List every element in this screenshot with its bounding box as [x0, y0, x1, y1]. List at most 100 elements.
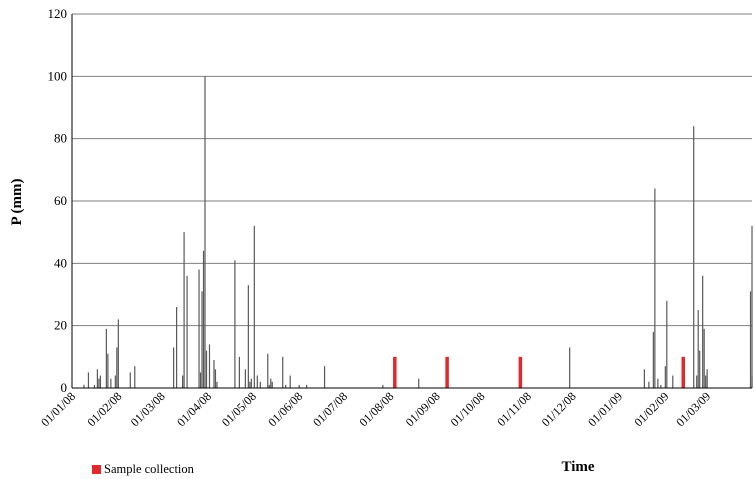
precip-bar — [99, 375, 101, 388]
precip-bar — [183, 232, 185, 388]
precip-bar — [706, 369, 708, 388]
x-tick-label: 01/09/08 — [403, 389, 443, 429]
precip-bar — [98, 378, 100, 388]
precip-bar — [697, 310, 699, 388]
precip-bar — [116, 347, 118, 388]
precip-bar — [657, 378, 659, 388]
precip-bar — [213, 359, 215, 388]
precip-bar — [198, 269, 200, 388]
y-tick-label: 60 — [54, 193, 67, 208]
y-tick-labels: 0 20 40 60 80 100 120 — [48, 6, 68, 395]
precip-bar — [648, 381, 650, 388]
precip-bar — [652, 331, 654, 388]
x-tick-label: 01/01/09 — [585, 389, 625, 429]
sample-collection-bar — [681, 356, 686, 388]
y-tick-label: 0 — [61, 380, 68, 395]
x-tick-label: 01/03/09 — [673, 389, 713, 429]
precipitation-bars — [83, 76, 753, 388]
precip-bar — [83, 384, 85, 388]
precip-bar — [107, 353, 109, 388]
y-tick-label: 100 — [48, 68, 68, 83]
precip-bar — [176, 306, 178, 388]
sample-collection-bar — [518, 356, 523, 388]
precip-bar — [202, 250, 205, 388]
precip-bar — [110, 378, 112, 388]
precip-bar — [234, 260, 236, 388]
x-tick-label: 01/02/08 — [84, 389, 124, 429]
precip-bar — [699, 350, 701, 388]
precip-bar — [249, 381, 251, 388]
precip-bar — [702, 275, 704, 388]
x-tick-label: 01/03/08 — [128, 389, 168, 429]
precip-bar — [250, 378, 252, 388]
precip-bar — [129, 372, 131, 388]
precip-bar — [270, 378, 272, 388]
axes — [71, 14, 752, 389]
precip-bar — [569, 347, 571, 388]
precip-bar — [114, 375, 116, 388]
precip-bar — [256, 375, 258, 388]
precip-bar — [306, 384, 308, 388]
precip-bar — [654, 188, 656, 388]
y-tick-label: 80 — [54, 131, 67, 146]
x-tick-label: 01/01/08 — [38, 389, 78, 429]
precip-bar — [204, 76, 206, 388]
precip-bar — [181, 375, 184, 388]
precip-bar — [267, 353, 269, 388]
precip-bar — [201, 291, 203, 388]
sample-collection-bar — [445, 356, 449, 388]
x-tick-label: 01/07/08 — [310, 389, 350, 429]
precip-bar — [382, 384, 384, 388]
precip-bar — [666, 300, 668, 388]
x-axis-title: Time — [561, 459, 594, 475]
precip-bar — [205, 350, 208, 388]
precip-bar — [323, 366, 326, 388]
y-axis-title: P (mm) — [9, 178, 25, 225]
x-tick-label: 01/04/08 — [174, 389, 214, 429]
legend-swatch-sample-collection — [92, 465, 101, 474]
y-tick-label: 40 — [54, 255, 67, 270]
precip-bar — [253, 225, 255, 388]
precip-bar — [93, 384, 96, 388]
legend-label-sample-collection: Sample collection — [104, 462, 194, 476]
precip-bar — [259, 381, 261, 388]
x-tick-label: 01/12/08 — [539, 389, 579, 429]
precip-bar — [751, 375, 753, 388]
y-tick-label: 20 — [54, 318, 67, 333]
precip-bar — [285, 384, 287, 388]
precip-bar — [660, 384, 662, 388]
x-tick-label: 01/05/08 — [219, 389, 259, 429]
x-tick-label: 01/06/08 — [265, 389, 305, 429]
precip-bar — [696, 375, 698, 388]
precip-bar — [208, 344, 211, 388]
precip-bar — [96, 369, 99, 388]
precip-bar — [105, 328, 107, 388]
precip-bar — [703, 328, 705, 388]
precip-bar — [751, 225, 753, 388]
precip-bar — [749, 291, 752, 388]
precip-bar — [214, 369, 217, 388]
precip-bar — [693, 126, 695, 388]
precip-bar — [216, 381, 218, 388]
precip-bar — [298, 384, 300, 388]
precip-bar — [289, 375, 291, 388]
x-tick-label: 01/08/08 — [356, 389, 396, 429]
grid-lines — [72, 13, 752, 327]
precip-bar — [268, 384, 270, 388]
legend: Sample collection — [92, 462, 194, 477]
sample-collection-bars — [393, 356, 686, 388]
precip-bar — [117, 319, 119, 388]
precip-bar — [282, 356, 284, 388]
precip-bar — [664, 366, 666, 388]
precip-bar — [271, 381, 273, 388]
precip-bar — [247, 285, 249, 388]
precip-bar — [173, 347, 175, 388]
precip-bar — [199, 372, 202, 388]
precip-bar — [134, 366, 136, 388]
precip-bar — [238, 356, 240, 388]
precip-bar — [672, 375, 674, 388]
precip-bar — [643, 369, 645, 388]
sample-collection-bar — [393, 356, 397, 388]
precip-bar — [186, 275, 188, 388]
